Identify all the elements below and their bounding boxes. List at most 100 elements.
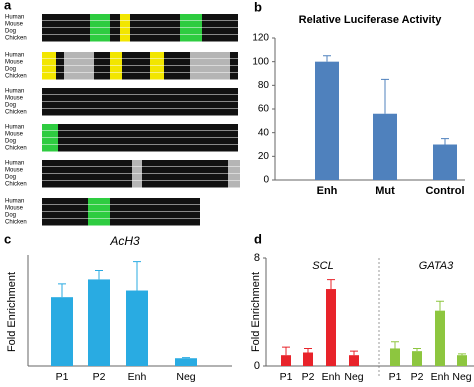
bar: [412, 351, 422, 366]
sequence-highlight: [190, 73, 230, 80]
species-label: Mouse: [5, 22, 24, 28]
sequence-row: [42, 145, 238, 152]
sequence-row: [42, 88, 238, 95]
x-tick-label: Enh: [431, 371, 450, 383]
species-label: Chicken: [5, 36, 27, 42]
y-axis-label: Fold Enrichment: [250, 272, 262, 352]
sequence-row: [42, 109, 238, 116]
sequence-highlight: [200, 212, 240, 219]
x-tick-label: Enh: [322, 371, 341, 383]
sequence-highlight: [42, 131, 58, 138]
error-bar: [413, 347, 421, 352]
sequence-row: [42, 52, 238, 59]
sequence-highlight: [180, 28, 202, 35]
x-tick-label: Neg: [452, 371, 471, 383]
x-tick-label: P2: [93, 371, 106, 383]
sequence-highlight: [180, 14, 202, 21]
error-bar: [441, 138, 449, 145]
sequence-highlight: [120, 28, 130, 35]
species-label: Mouse: [5, 96, 24, 102]
species-label: Mouse: [5, 168, 24, 174]
species-label: Chicken: [5, 220, 27, 226]
species-label: Human: [5, 89, 24, 95]
sequence-row: [42, 28, 238, 35]
sequence-row: [42, 102, 238, 109]
sequence-highlight: [110, 52, 122, 59]
y-tick-label: 100: [252, 56, 269, 67]
sequence-highlight: [200, 198, 240, 205]
panel-label: c: [4, 231, 11, 246]
x-tick-label: P2: [411, 371, 424, 383]
chart-title: AcH3: [109, 234, 140, 248]
error-bar: [95, 270, 103, 280]
sequence-highlight: [150, 66, 164, 73]
y-tick-label: 20: [258, 151, 270, 162]
sequence-row: [42, 59, 238, 66]
x-tick-label: Enh: [317, 185, 338, 197]
sequence-highlight: [42, 138, 58, 145]
sequence-highlight: [180, 21, 202, 28]
sequence-highlight: [132, 167, 142, 174]
x-tick-label: Control: [425, 185, 464, 197]
species-label: Dog: [5, 139, 16, 145]
sequence-highlight: [64, 59, 94, 66]
species-label: Human: [5, 161, 24, 167]
species-label: Dog: [5, 213, 16, 219]
group-label: SCL: [312, 260, 333, 272]
sequence-highlight: [64, 66, 94, 73]
species-label: Dog: [5, 103, 16, 109]
bar: [435, 310, 445, 366]
bar: [175, 358, 197, 366]
x-tick-label: P1: [56, 371, 69, 383]
sequence-highlight: [132, 160, 142, 167]
sequence-highlight: [228, 160, 240, 167]
x-tick-label: P2: [302, 371, 315, 383]
sequence-row: [42, 131, 238, 138]
error-bar: [58, 283, 66, 298]
error-bar: [182, 357, 190, 359]
error-bar: [282, 346, 290, 356]
bar: [126, 290, 148, 366]
sequence-highlight: [42, 73, 56, 80]
error-bar: [133, 261, 141, 291]
y-tick-label: 60: [258, 104, 270, 115]
sequence-highlight: [190, 59, 230, 66]
sequence-highlight: [88, 205, 110, 212]
species-label: Chicken: [5, 182, 27, 188]
sequence-highlight: [90, 28, 110, 35]
error-bar: [436, 300, 444, 311]
error-bar: [381, 78, 389, 114]
sequence-highlight: [110, 73, 122, 80]
species-label: Chicken: [5, 110, 27, 116]
bar: [373, 113, 397, 180]
sequence-row: [42, 21, 238, 28]
bar: [349, 355, 359, 366]
sequence-row: [42, 198, 238, 205]
sequence-highlight: [150, 59, 164, 66]
panel-label: a: [4, 0, 12, 12]
sequence-highlight: [110, 66, 122, 73]
sequence-row: [42, 66, 238, 73]
group-label: GATA3: [419, 260, 454, 272]
bar: [315, 61, 339, 180]
species-label: Dog: [5, 175, 16, 181]
y-tick-label: 80: [258, 80, 270, 91]
species-label: Chicken: [5, 74, 27, 80]
error-bar: [304, 347, 312, 353]
sequence-highlight: [132, 181, 142, 188]
species-label: Human: [5, 15, 24, 21]
bar: [51, 297, 73, 366]
sequence-row: [42, 138, 238, 145]
sequence-highlight: [88, 219, 110, 226]
chart-title: Relative Luciferase Activity: [299, 14, 443, 26]
sequence-highlight: [228, 174, 240, 181]
sequence-row: [42, 219, 238, 226]
species-label: Human: [5, 53, 24, 59]
sequence-highlight: [42, 52, 56, 59]
bar: [303, 352, 313, 366]
bar: [326, 289, 336, 366]
y-tick-label: 40: [258, 127, 270, 138]
sequence-highlight: [42, 66, 56, 73]
y-tick-label: 0: [263, 175, 269, 186]
